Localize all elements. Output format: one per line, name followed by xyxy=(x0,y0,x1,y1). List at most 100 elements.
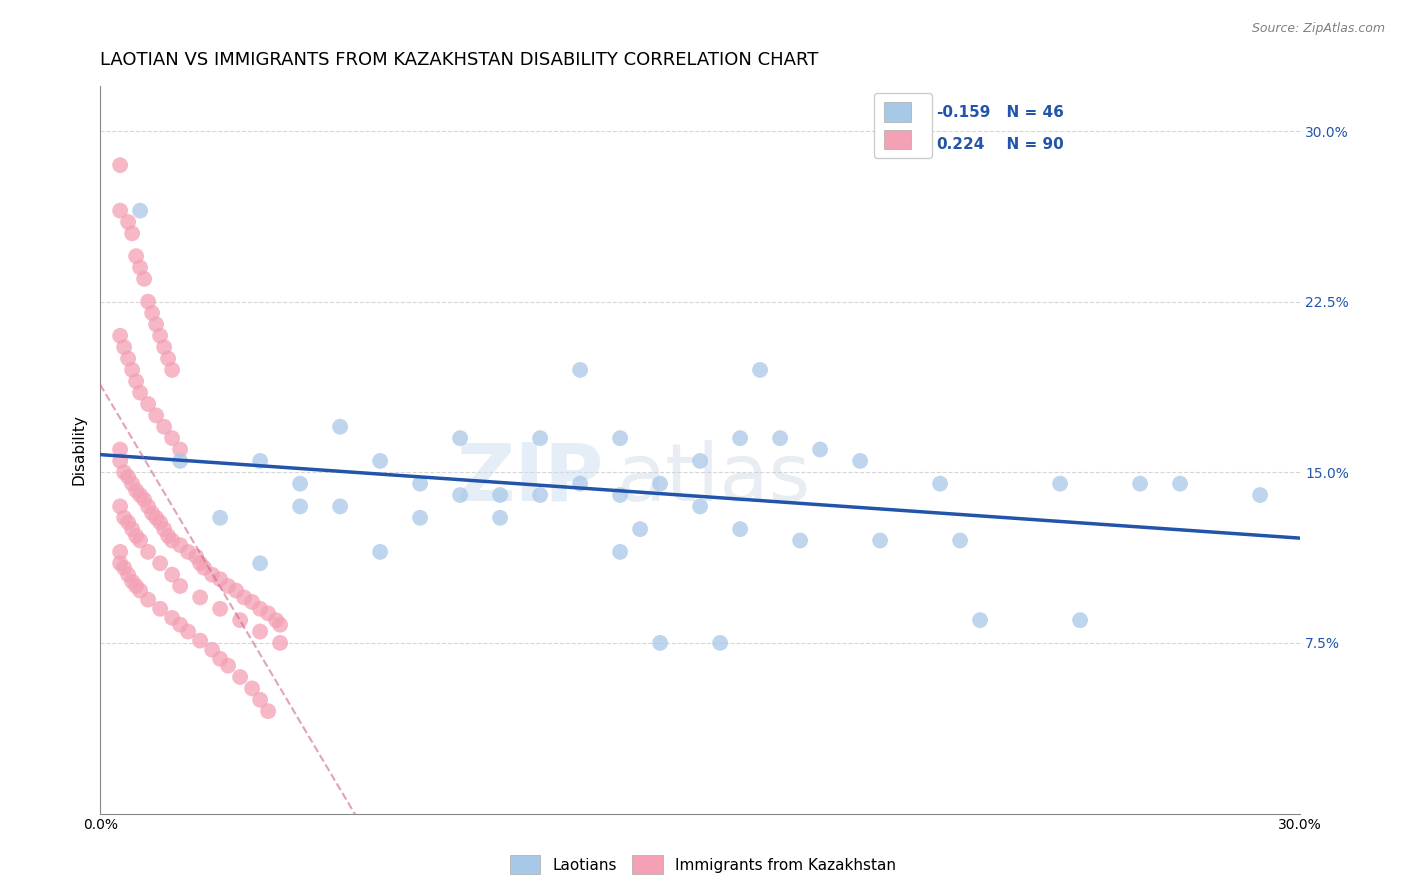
Point xyxy=(609,488,631,502)
Point xyxy=(145,409,167,423)
Point xyxy=(129,488,152,502)
Point xyxy=(288,500,311,514)
Point xyxy=(134,272,156,286)
Point xyxy=(153,340,176,354)
Text: ZIP: ZIP xyxy=(457,440,605,517)
Point xyxy=(153,522,176,536)
Point xyxy=(209,652,232,666)
Point xyxy=(368,545,391,559)
Point xyxy=(121,363,143,377)
Point xyxy=(529,431,551,445)
Text: N = 90: N = 90 xyxy=(995,136,1064,152)
Point xyxy=(145,510,167,524)
Point xyxy=(269,617,291,632)
Point xyxy=(229,670,252,684)
Point xyxy=(728,522,751,536)
Point xyxy=(689,454,711,468)
Point xyxy=(188,556,211,570)
Point xyxy=(201,567,224,582)
Point xyxy=(489,510,512,524)
Point xyxy=(169,617,191,632)
Point xyxy=(108,500,131,514)
Point xyxy=(489,488,512,502)
Point xyxy=(329,419,352,434)
Point xyxy=(789,533,811,548)
Point xyxy=(409,510,432,524)
Point xyxy=(112,561,135,575)
Point xyxy=(125,374,148,388)
Point xyxy=(129,583,152,598)
Point xyxy=(160,533,183,548)
Point xyxy=(129,260,152,275)
Text: 0.224: 0.224 xyxy=(936,136,984,152)
Point xyxy=(141,506,163,520)
Point xyxy=(188,633,211,648)
Point xyxy=(769,431,792,445)
Point xyxy=(929,476,952,491)
Point xyxy=(609,431,631,445)
Point xyxy=(249,693,271,707)
Point xyxy=(117,351,139,366)
Point xyxy=(129,385,152,400)
Y-axis label: Disability: Disability xyxy=(72,414,86,485)
Point xyxy=(233,591,256,605)
Point xyxy=(269,636,291,650)
Point xyxy=(229,613,252,627)
Point xyxy=(409,476,432,491)
Point xyxy=(1049,476,1071,491)
Point xyxy=(125,483,148,498)
Point xyxy=(869,533,891,548)
Point xyxy=(449,431,471,445)
Point xyxy=(449,488,471,502)
Point xyxy=(1129,476,1152,491)
Point xyxy=(188,591,211,605)
Point xyxy=(264,613,287,627)
Point xyxy=(648,636,671,650)
Point xyxy=(112,340,135,354)
Point xyxy=(949,533,972,548)
Point xyxy=(749,363,772,377)
Text: -0.159: -0.159 xyxy=(936,104,990,120)
Point xyxy=(108,328,131,343)
Point xyxy=(1249,488,1271,502)
Point xyxy=(134,492,156,507)
Point xyxy=(160,363,183,377)
Point xyxy=(108,158,131,172)
Legend: Laotians, Immigrants from Kazakhstan: Laotians, Immigrants from Kazakhstan xyxy=(503,849,903,880)
Point xyxy=(117,567,139,582)
Point xyxy=(249,624,271,639)
Point xyxy=(1069,613,1091,627)
Point xyxy=(184,549,207,564)
Point xyxy=(249,556,271,570)
Point xyxy=(169,454,191,468)
Point xyxy=(117,215,139,229)
Point xyxy=(149,516,172,530)
Point xyxy=(129,533,152,548)
Text: N = 46: N = 46 xyxy=(995,104,1064,120)
Point xyxy=(569,363,592,377)
Point xyxy=(108,454,131,468)
Point xyxy=(849,454,872,468)
Point xyxy=(136,397,159,411)
Point xyxy=(225,583,247,598)
Point xyxy=(125,529,148,543)
Point xyxy=(240,681,263,696)
Point xyxy=(249,454,271,468)
Point xyxy=(201,642,224,657)
Point xyxy=(368,454,391,468)
Point xyxy=(129,203,152,218)
Point xyxy=(157,529,180,543)
Point xyxy=(169,538,191,552)
Point xyxy=(628,522,651,536)
Point xyxy=(121,227,143,241)
Point xyxy=(153,419,176,434)
Point xyxy=(209,572,232,586)
Text: R =: R = xyxy=(886,136,918,152)
Point xyxy=(108,442,131,457)
Point xyxy=(149,556,172,570)
Point xyxy=(141,306,163,320)
Point xyxy=(709,636,731,650)
Point xyxy=(217,579,239,593)
Point xyxy=(108,545,131,559)
Point xyxy=(177,545,200,559)
